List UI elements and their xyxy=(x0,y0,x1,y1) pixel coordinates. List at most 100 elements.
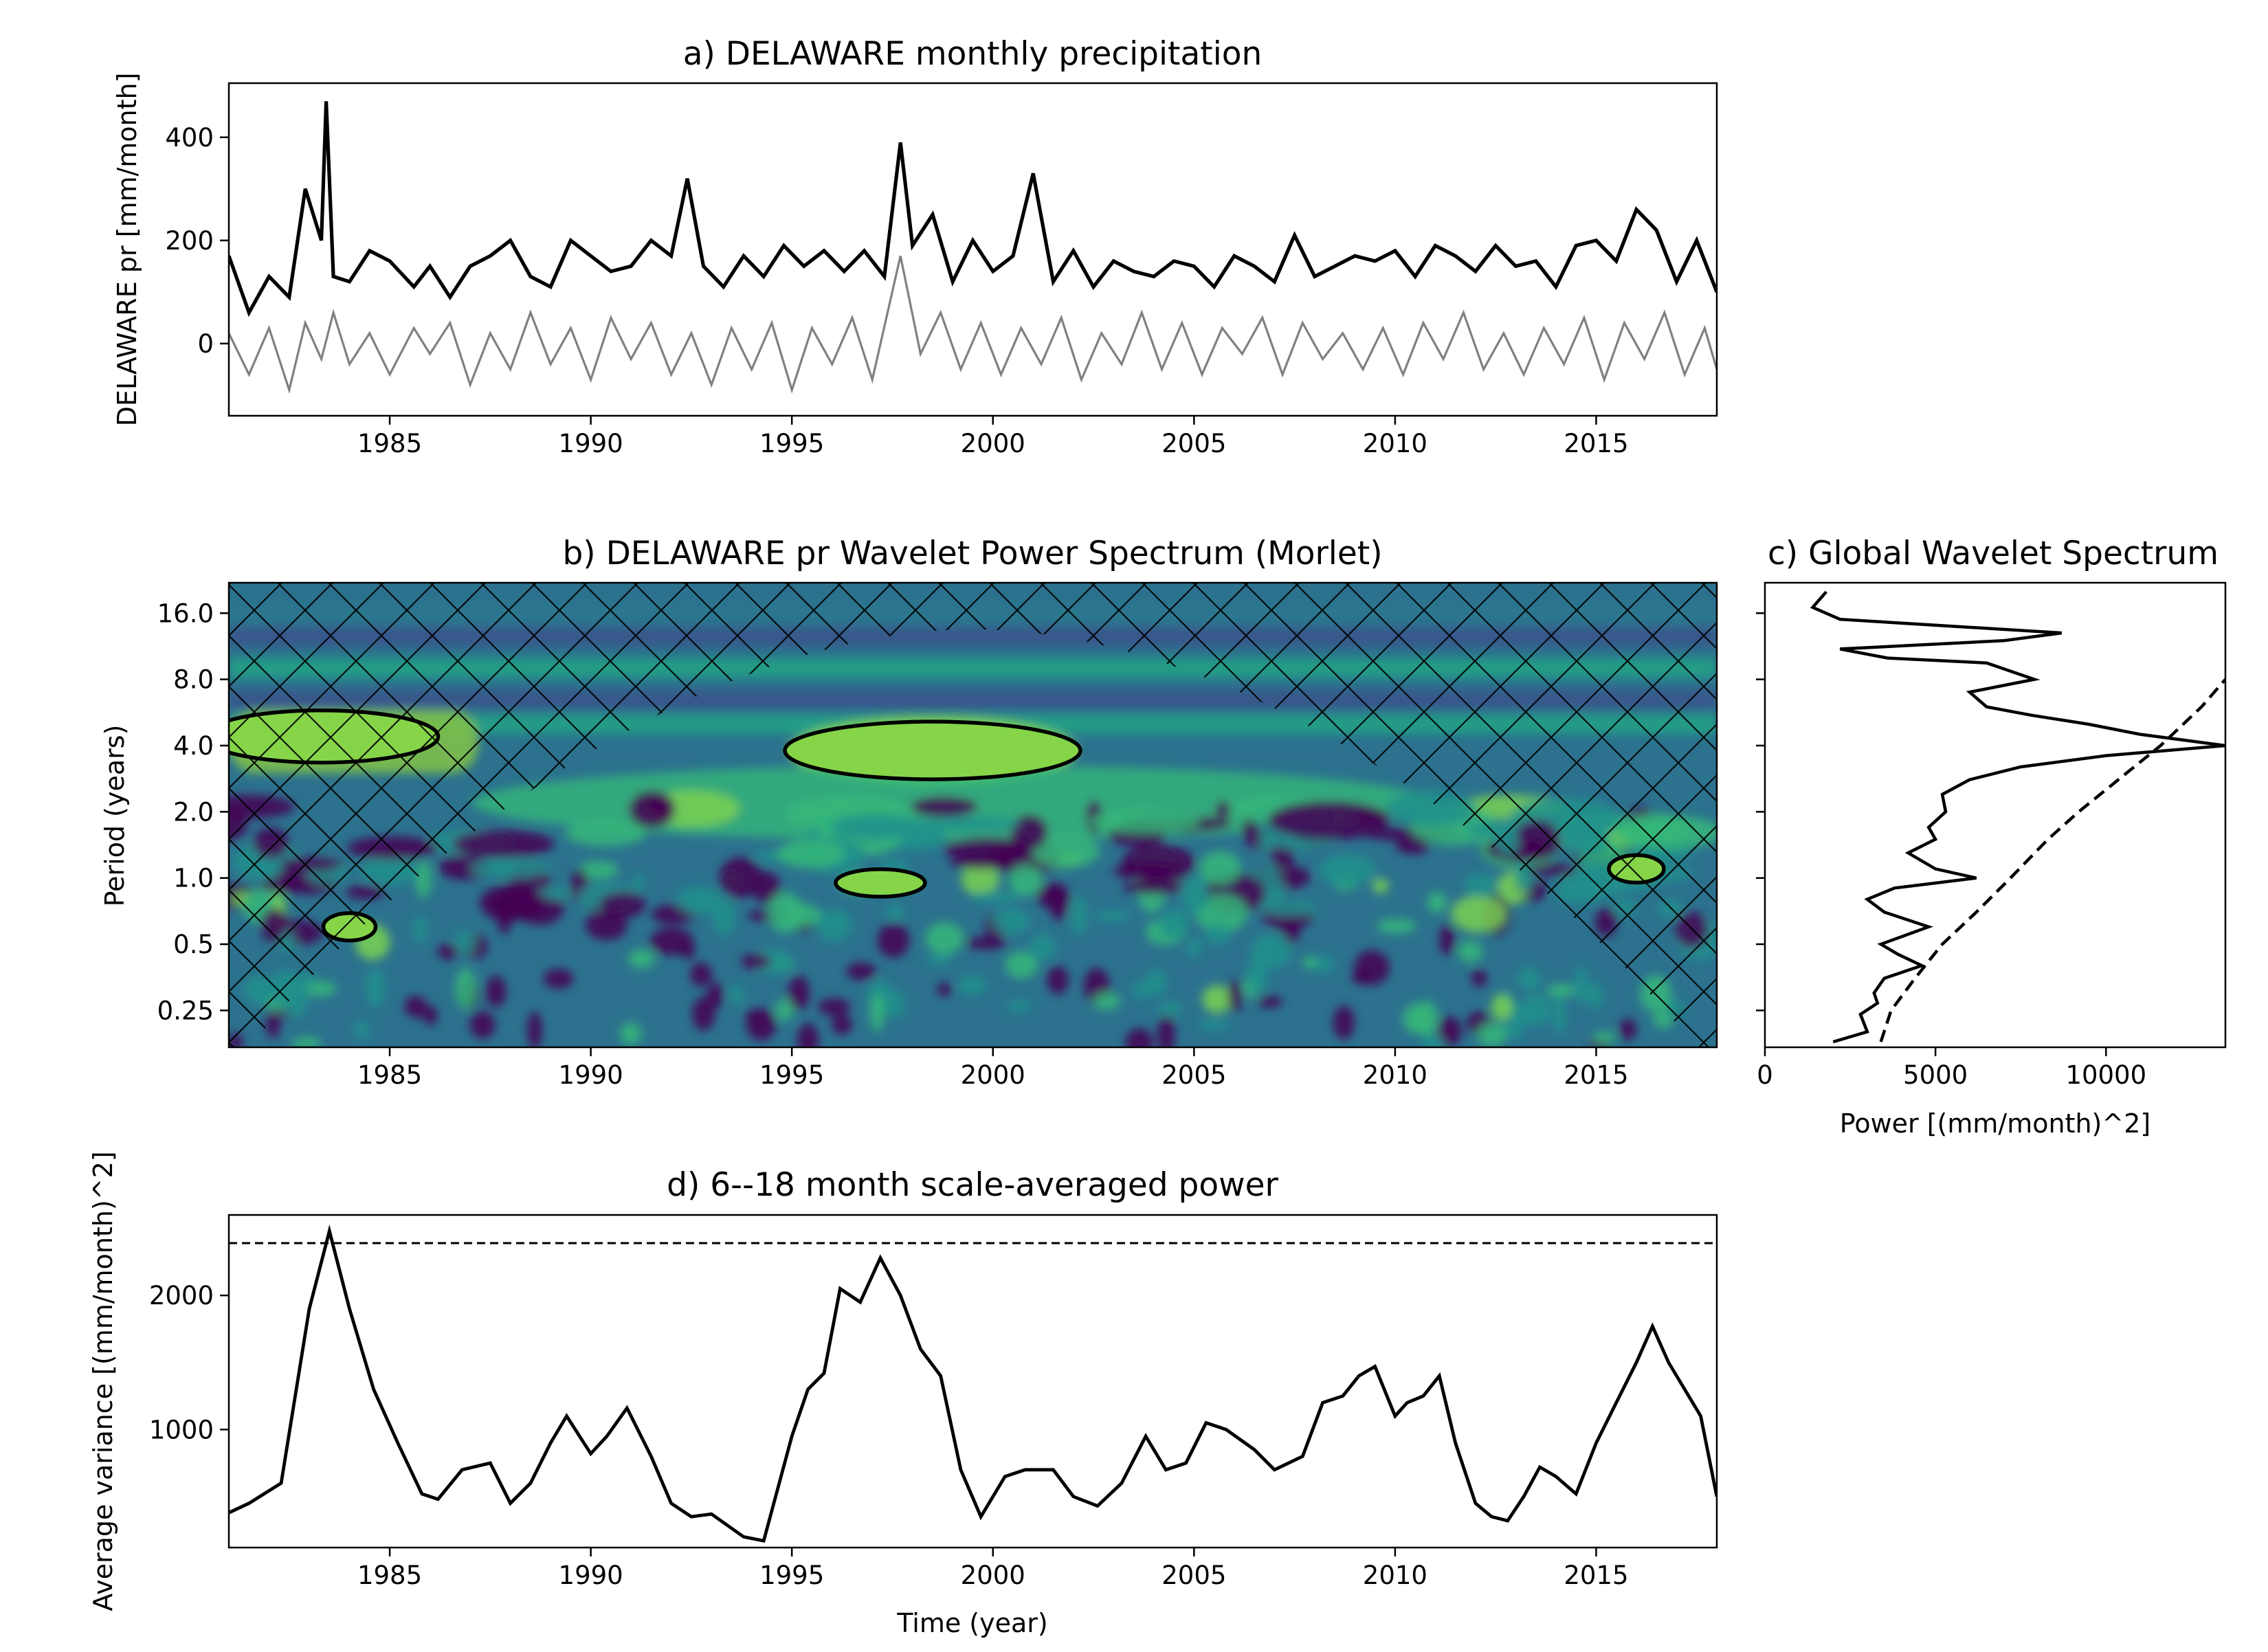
y-tick-label: 4.0 xyxy=(173,731,214,761)
heat-cell xyxy=(1005,951,1038,979)
heat-cell xyxy=(1396,837,1430,855)
cone-of-influence-hatch xyxy=(229,583,1717,1047)
heat-cell xyxy=(818,998,851,1016)
heat-cell xyxy=(1247,957,1269,994)
panel-c-title: c) Global Wavelet Spectrum xyxy=(1768,535,2219,572)
panel-b-title: b) DELAWARE pr Wavelet Power Spectrum (M… xyxy=(562,535,1382,572)
heat-cell xyxy=(1202,985,1233,1014)
panel-a-title: a) DELAWARE monthly precipitation xyxy=(683,35,1263,73)
heat-cell xyxy=(788,976,810,1010)
panel-d: d) 6--18 month scale-averaged power Aver… xyxy=(88,1151,1718,1638)
x-tick-label: 2010 xyxy=(1363,1561,1427,1590)
y-tick-label: 2000 xyxy=(149,1281,214,1310)
heat-cell xyxy=(830,814,921,840)
heat-cell xyxy=(1031,834,1100,868)
x-tick-label: 0 xyxy=(1757,1060,1773,1090)
heat-cell xyxy=(1194,893,1248,933)
heat-cell xyxy=(877,923,910,958)
heat-cell xyxy=(1094,910,1133,922)
x-tick-label: 2005 xyxy=(1161,429,1226,458)
x-tick-label: 5000 xyxy=(1903,1060,1968,1090)
heat-cell xyxy=(619,1022,642,1045)
heat-cell xyxy=(1471,969,1488,987)
heat-cell xyxy=(1546,983,1576,997)
panel-c-yticks xyxy=(1756,612,1765,1012)
heat-cell xyxy=(728,984,744,1005)
panel-a-plot xyxy=(229,101,1717,394)
heat-cell xyxy=(577,860,619,880)
heat-cell xyxy=(438,855,489,880)
panel-b-xticks: 1985 1990 1995 2000 2005 2010 2015 xyxy=(357,1047,1629,1090)
heat-cell xyxy=(454,968,477,1009)
heat-cell xyxy=(886,904,904,920)
heat-cell xyxy=(423,1005,438,1026)
heat-cell xyxy=(1521,994,1551,1027)
y-tick-label: 1.0 xyxy=(173,864,214,893)
heat-cell xyxy=(914,816,1021,831)
y-tick-label: 200 xyxy=(165,226,214,256)
panel-c-plot xyxy=(1810,590,2225,1044)
panel-c-xlabel: Power [(mm/month)^2] xyxy=(1840,1108,2150,1139)
heat-cell xyxy=(1198,1018,1230,1031)
heat-cell xyxy=(740,954,771,969)
heat-cell xyxy=(753,948,792,975)
heat-cell xyxy=(469,1011,496,1039)
heat-cell xyxy=(1464,873,1497,897)
heat-cell xyxy=(1587,983,1603,1009)
heat-cell xyxy=(1437,1016,1462,1047)
x-tick-label: 2015 xyxy=(1564,1561,1628,1590)
y-tick-label: 2.0 xyxy=(173,797,214,827)
x-tick-label: 2015 xyxy=(1564,429,1628,458)
heat-cell xyxy=(1333,1005,1355,1040)
heat-cell xyxy=(404,995,427,1018)
x-tick-label: 1995 xyxy=(759,1561,824,1590)
significance-contour xyxy=(834,867,927,899)
heat-cell xyxy=(680,941,696,960)
heat-cell xyxy=(1427,892,1447,913)
heat-cell xyxy=(1414,1001,1438,1037)
heat-cell xyxy=(870,993,885,1032)
heat-cell xyxy=(1157,1015,1175,1047)
y-tick-label: 16.0 xyxy=(157,599,214,628)
y-tick-label: 1000 xyxy=(149,1415,214,1444)
panel-d-scale-averaged-line xyxy=(229,1224,1717,1543)
heat-cell xyxy=(585,910,627,941)
heat-cell xyxy=(628,790,676,829)
x-tick-label: 1995 xyxy=(759,1060,824,1090)
panel-a-frame xyxy=(227,82,1718,417)
heat-cell xyxy=(745,1009,764,1023)
heat-cell xyxy=(832,1014,853,1035)
x-tick-label: 2010 xyxy=(1363,429,1427,458)
heat-cell xyxy=(970,891,1019,904)
heat-cell xyxy=(1302,956,1318,969)
y-tick-label: 8.0 xyxy=(173,665,214,695)
heat-cell xyxy=(353,1020,370,1039)
heat-cell xyxy=(485,975,507,1007)
x-tick-label: 1995 xyxy=(759,429,824,458)
x-tick-label: 1985 xyxy=(357,1561,422,1590)
heat-cell xyxy=(1146,969,1167,996)
heat-cell xyxy=(691,996,715,1031)
panel-d-plot xyxy=(229,1224,1717,1543)
heat-cell xyxy=(413,915,427,944)
heat-cell xyxy=(926,953,953,965)
heat-cell xyxy=(1267,801,1390,840)
heat-cell xyxy=(1180,875,1210,915)
heat-cell xyxy=(1592,1031,1616,1045)
heat-cell xyxy=(1112,863,1186,880)
heat-cell xyxy=(1125,1028,1153,1047)
heat-cell xyxy=(527,1011,542,1047)
heat-cell xyxy=(1458,940,1483,963)
heat-cell xyxy=(1491,994,1513,1020)
heat-cell xyxy=(1477,1023,1507,1047)
heat-cell xyxy=(1354,950,1390,985)
heat-cell xyxy=(816,908,852,942)
panel-a-anomaly-line xyxy=(229,256,1717,394)
heat-cell xyxy=(1093,992,1121,1010)
heat-cell xyxy=(535,887,572,900)
heat-cell xyxy=(910,796,978,817)
panel-a-yticks: 0 200 400 xyxy=(165,123,229,359)
heat-cell xyxy=(1310,955,1335,972)
heat-cell xyxy=(1517,968,1541,991)
heat-cell xyxy=(846,962,877,981)
